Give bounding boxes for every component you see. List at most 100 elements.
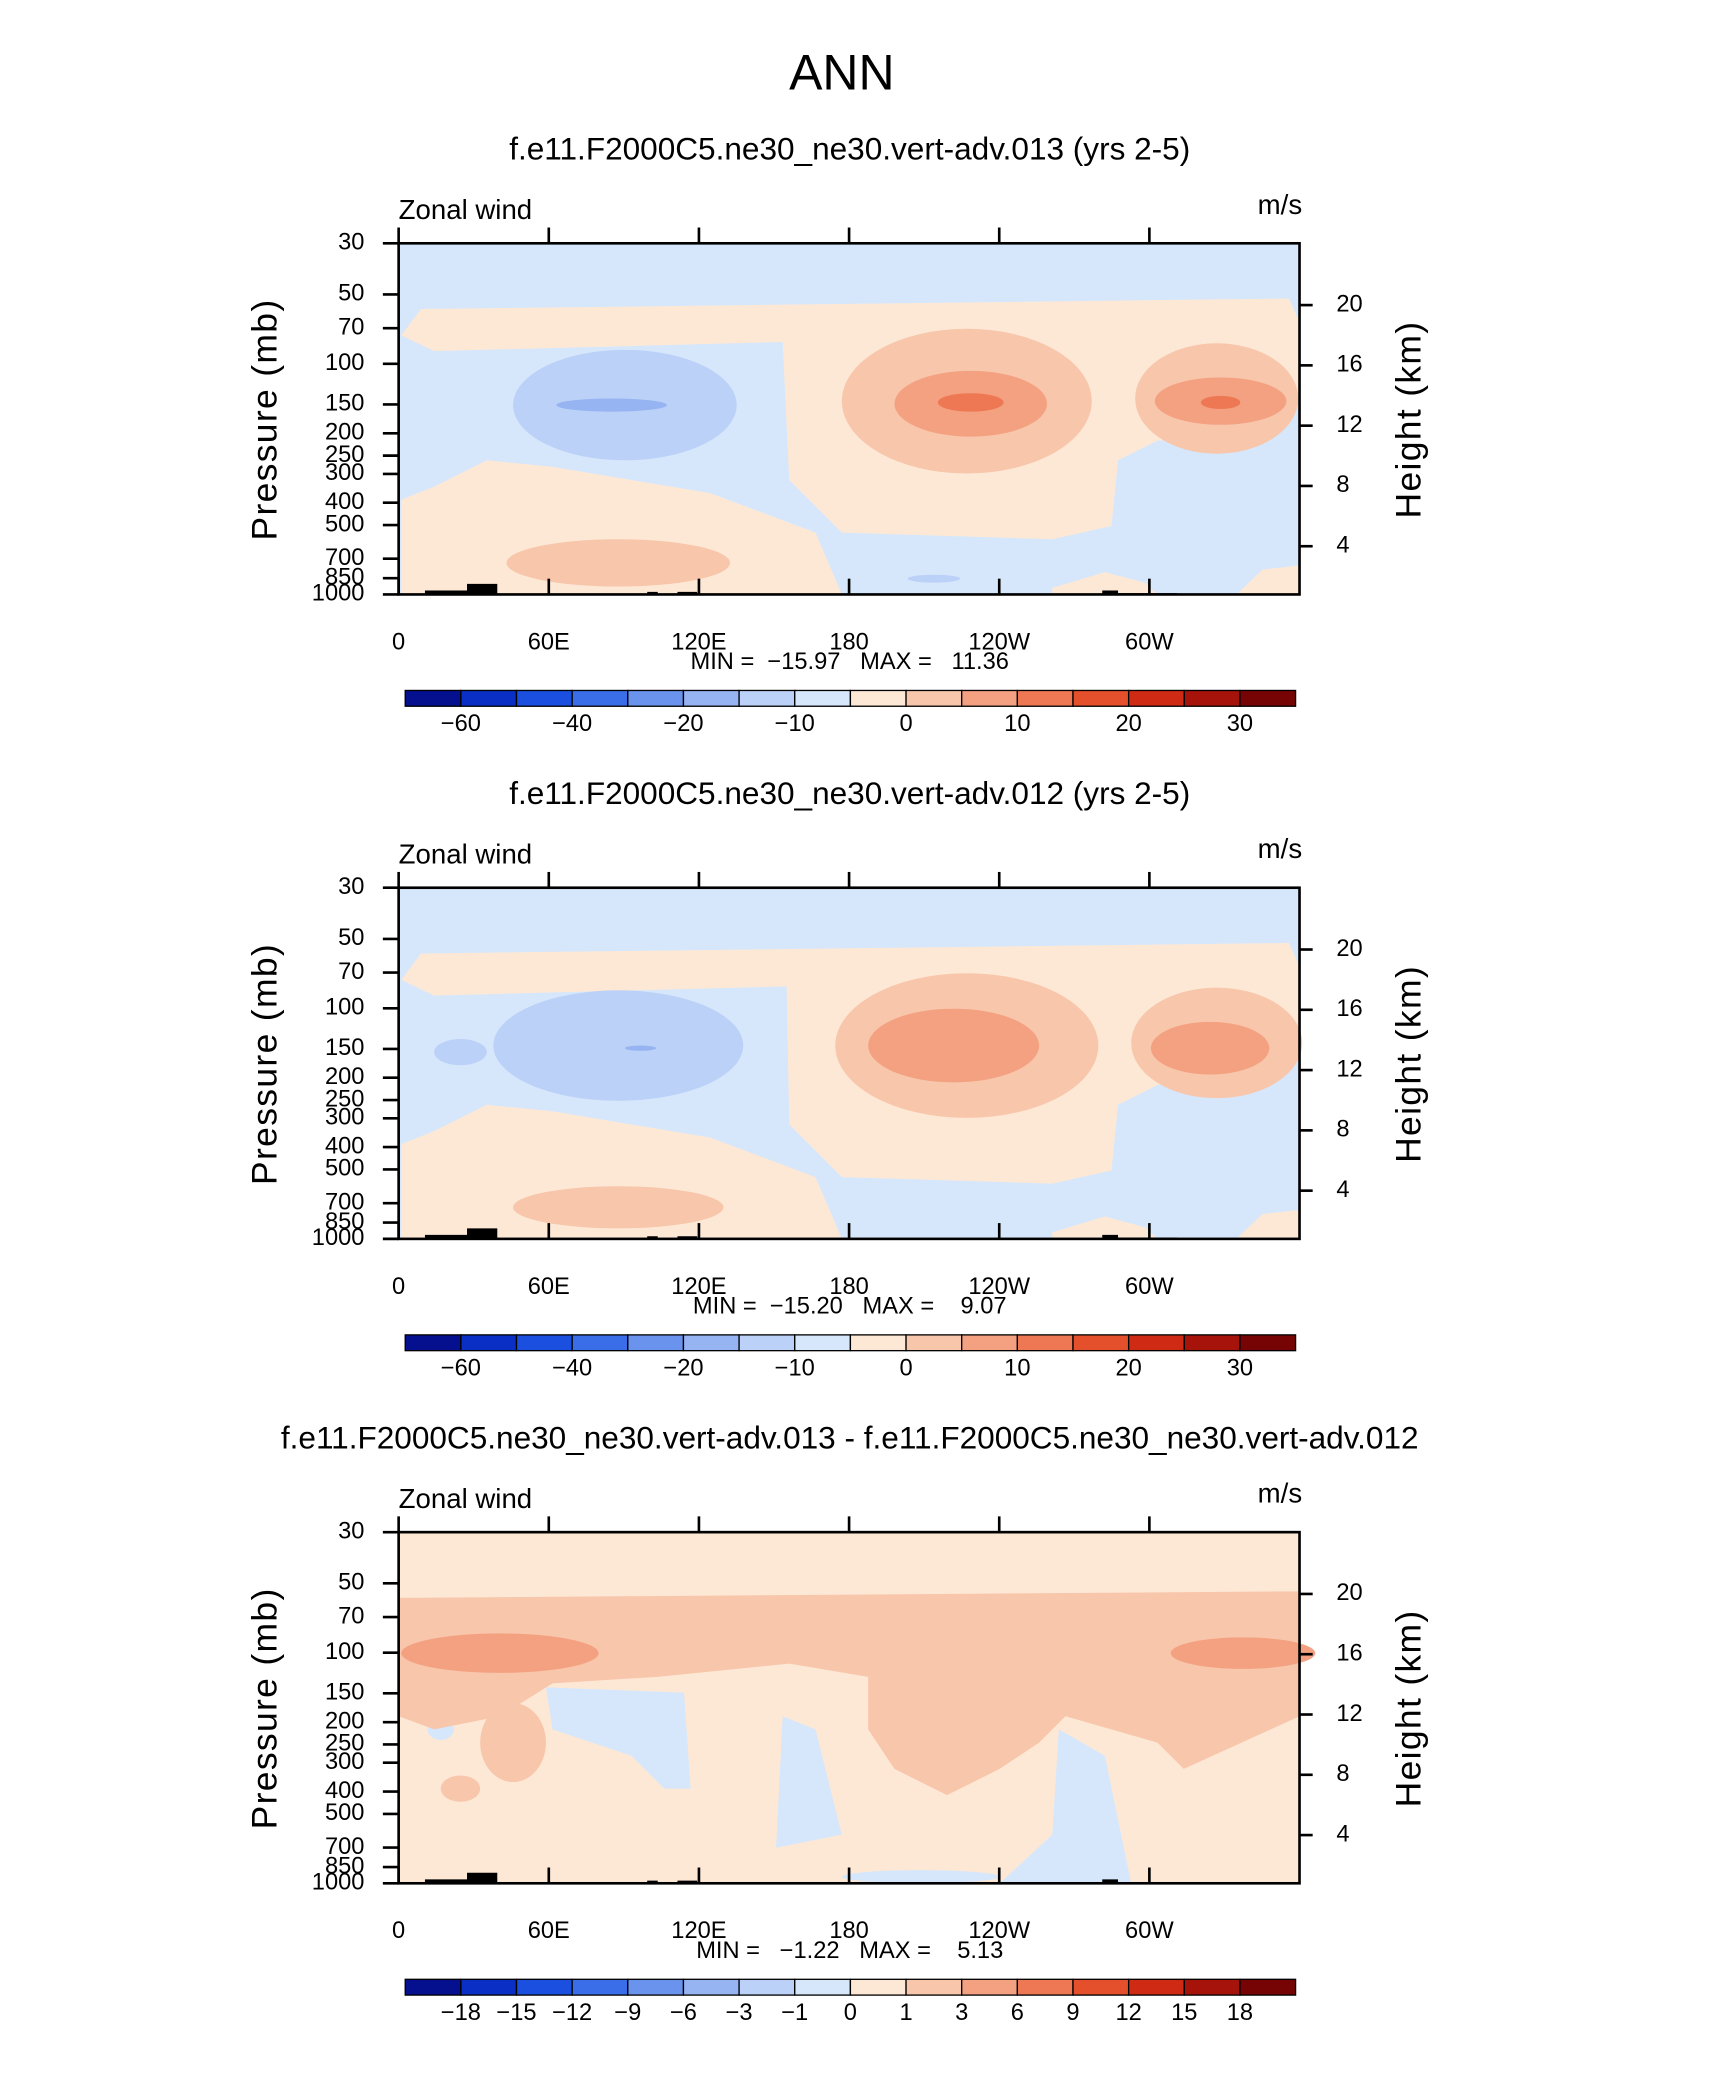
colorbar-label: 0	[899, 1355, 912, 1381]
contour-region	[545, 1687, 691, 1789]
colorbar-swatch	[738, 1978, 796, 1996]
colorbar-swatch	[682, 689, 740, 707]
left-label: Zonal wind	[399, 838, 533, 869]
colorbar-label: 9	[1066, 2000, 1079, 2026]
colorbar-swatch	[738, 689, 796, 707]
y-tick-label: 50	[338, 925, 364, 951]
colorbar-swatch	[1183, 1334, 1241, 1352]
panel: f.e11.F2000C5.ne30_ne30.vert-adv.013 (yr…	[245, 131, 1429, 737]
contour-region	[480, 1703, 546, 1783]
colorbar-label: 15	[1171, 2000, 1197, 2026]
colorbar-swatch	[849, 1334, 907, 1352]
colorbar-label: 10	[1004, 1355, 1030, 1381]
y-tick-label: 700	[325, 1834, 364, 1860]
colorbar-swatch	[682, 1978, 740, 1996]
contour-region	[398, 1591, 1300, 1796]
colorbar-swatch	[515, 1978, 573, 1996]
y-tick-label: 100	[325, 995, 364, 1021]
y-tick-label: 400	[325, 1133, 364, 1159]
contour-region	[1200, 395, 1241, 410]
stats: MIN = −1.22 MAX = 5.13	[696, 1938, 1003, 1964]
colorbar-swatch	[571, 689, 629, 707]
y-tick-label: 70	[338, 1603, 364, 1629]
colorbar-label: −12	[552, 2000, 592, 2026]
y-tick-label: 400	[325, 489, 364, 515]
colorbar-swatch	[1127, 689, 1185, 707]
y-tick-label: 70	[338, 959, 364, 985]
colorbar-swatch	[404, 689, 462, 707]
contour-region	[1052, 572, 1158, 595]
y2-axis-label: Height (km)	[1389, 965, 1429, 1163]
colorbar-swatch	[1183, 689, 1241, 707]
colorbar-swatch	[905, 689, 963, 707]
colorbar-swatch	[849, 689, 907, 707]
figure-title: ANN	[789, 44, 895, 100]
colorbar-swatch	[1239, 689, 1297, 707]
x-tick-label: 120W	[968, 1274, 1030, 1300]
y-tick-label: 250	[325, 1731, 364, 1757]
colorbar-swatch	[627, 689, 685, 707]
x-tick-label: 120E	[671, 629, 726, 655]
colorbar-label: −3	[726, 2000, 753, 2026]
colorbar-swatch	[515, 689, 573, 707]
colorbar-label: 0	[899, 711, 912, 737]
contour-region	[841, 1870, 1000, 1884]
colorbar-swatch	[1072, 1978, 1130, 1996]
left-label: Zonal wind	[399, 194, 533, 225]
y-axis-label: Pressure (mb)	[245, 299, 285, 541]
y2-tick-label: 16	[1336, 996, 1362, 1022]
colorbar-swatch	[404, 1978, 462, 1996]
y2-tick-label: 20	[1336, 1580, 1362, 1606]
x-tick-label: 60W	[1125, 1918, 1174, 1944]
colorbar-swatch	[515, 1334, 573, 1352]
y-tick-label: 700	[325, 545, 364, 571]
colorbar-label: 20	[1115, 1355, 1141, 1381]
colorbar-swatch	[961, 1334, 1018, 1352]
contour-region	[493, 990, 744, 1101]
x-tick-label: 120E	[671, 1274, 726, 1300]
x-tick-label: 60W	[1125, 629, 1174, 655]
colorbar-swatch	[1016, 1334, 1074, 1352]
y-tick-label: 1000	[312, 1225, 365, 1251]
colorbar-label: −10	[775, 1355, 815, 1381]
x-tick-label: 0	[392, 629, 405, 655]
y2-tick-label: 16	[1336, 1640, 1362, 1666]
y2-tick-label: 8	[1336, 1117, 1349, 1143]
colorbar-swatch	[794, 1978, 852, 1996]
colorbar-swatch	[849, 1978, 907, 1996]
x-tick-label: 0	[392, 1274, 405, 1300]
y-tick-label: 50	[338, 1570, 364, 1596]
colorbar-swatch	[404, 1334, 462, 1352]
x-tick-label: 60W	[1125, 1274, 1174, 1300]
x-tick-label: 0	[392, 1918, 405, 1944]
colorbar-label: −18	[441, 2000, 481, 2026]
colorbar-swatch	[460, 689, 518, 707]
colorbar-label: 18	[1227, 2000, 1253, 2026]
colorbar-label: 30	[1227, 711, 1253, 737]
y-tick-label: 250	[325, 1086, 364, 1112]
contour-region	[506, 539, 731, 587]
colorbar-swatch	[460, 1978, 518, 1996]
stats: MIN = −15.20 MAX = 9.07	[693, 1294, 1007, 1320]
y-tick-label: 300	[325, 1749, 364, 1775]
contour-region	[999, 1729, 1132, 1884]
y-tick-label: 100	[325, 350, 364, 376]
colorbar-swatch	[905, 1334, 963, 1352]
colorbar-swatch	[460, 1334, 518, 1352]
panel-title: f.e11.F2000C5.ne30_ne30.vert-adv.012 (yr…	[509, 775, 1190, 811]
y-tick-label: 250	[325, 442, 364, 468]
colorbar-swatch	[1016, 689, 1074, 707]
y2-tick-label: 8	[1336, 1761, 1349, 1787]
colorbar-label: −15	[496, 2000, 536, 2026]
panel: f.e11.F2000C5.ne30_ne30.vert-adv.012 (yr…	[245, 775, 1429, 1381]
colorbar-swatch	[627, 1978, 685, 1996]
colorbar-swatch	[961, 1978, 1018, 1996]
y2-tick-label: 12	[1336, 1701, 1362, 1727]
colorbar-swatch	[1127, 1978, 1185, 1996]
y2-tick-label: 4	[1336, 1177, 1349, 1203]
right-label: m/s	[1258, 833, 1302, 864]
y-tick-label: 200	[325, 420, 364, 446]
colorbar-label: −9	[614, 2000, 641, 2026]
panel: f.e11.F2000C5.ne30_ne30.vert-adv.013 - f…	[245, 1419, 1429, 2025]
y-tick-label: 100	[325, 1639, 364, 1665]
